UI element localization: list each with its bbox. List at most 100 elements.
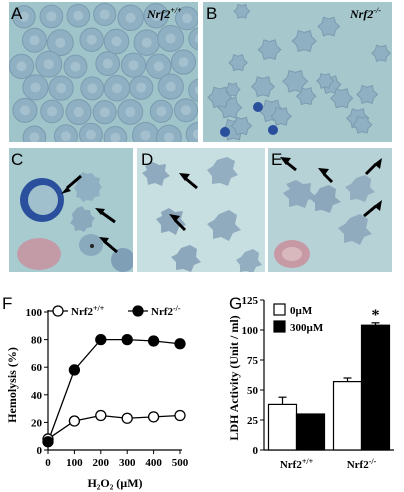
f-x-tick-label: 500 — [172, 457, 189, 469]
g-y-tick-label: 0 — [253, 445, 259, 457]
rbc-pallor — [178, 57, 189, 68]
rbc-pallor — [153, 61, 164, 72]
rbc-cell — [188, 27, 198, 51]
crenated-cell — [282, 69, 309, 93]
rbc-pallor — [194, 34, 198, 44]
micrograph-d-image — [137, 148, 265, 272]
f-data-point — [121, 333, 133, 346]
crenated-cell — [371, 44, 392, 62]
rbc-pallor — [73, 10, 84, 21]
f-data-point — [42, 436, 54, 448]
f-y-tick-label: 80 — [31, 335, 43, 347]
crenated-cell — [352, 115, 373, 134]
panel-label-f: F — [2, 294, 13, 313]
f-y-axis-label: Hemolysis (%) — [5, 347, 19, 423]
panel-label-c: C — [11, 150, 24, 169]
rbc-pallor — [102, 58, 113, 69]
micrograph-e-image — [268, 148, 392, 272]
f-x-tick-label: 300 — [119, 457, 136, 469]
g-y-tick-label: 100 — [242, 325, 259, 337]
f-legend-marker — [52, 305, 64, 317]
rbc-pallor — [85, 129, 96, 140]
rbc-pallor — [136, 82, 147, 93]
rbc-pallor — [86, 34, 97, 45]
rbc-pallor — [151, 10, 162, 21]
g-bar — [267, 403, 298, 451]
crenated-cell — [257, 39, 282, 61]
rbc-pallor — [99, 9, 110, 20]
g-legend-label: 0µM — [290, 305, 313, 317]
micrograph-panel-d — [137, 148, 265, 272]
ldh-bar-chart: 0 25 50 75 100 125 Nrf2+/+ * Nrf2-/- 0µM 300µM L… — [227, 295, 394, 471]
f-y-tick-label: 0 — [37, 445, 43, 457]
g-bar — [295, 413, 326, 451]
f-x-tick-label: 200 — [93, 457, 110, 469]
rbc-pallor — [46, 11, 57, 22]
f-x-tick-label: 400 — [145, 457, 162, 469]
rbc-cell — [188, 78, 198, 102]
f-data-point — [174, 409, 186, 422]
g-y-tick-label: 125 — [242, 295, 259, 307]
rbc-pallor — [110, 132, 121, 142]
rbc-pallor — [99, 107, 110, 118]
g-bar — [332, 380, 363, 451]
f-series-line-0 — [47, 414, 181, 440]
micrograph-a-image — [9, 2, 198, 142]
f-legend-label: Nrf2-/- — [151, 304, 181, 318]
f-data-point — [174, 338, 186, 350]
f-legend-label: Nrf2+/+ — [71, 304, 105, 318]
rbc-pallor — [111, 83, 122, 94]
panel-label-e: E — [271, 150, 283, 169]
rbc-pallor — [192, 129, 198, 140]
panel-label-b: B — [206, 4, 218, 23]
rbc-pallor — [29, 35, 40, 46]
hemolysis-line-chart: 0 20 40 60 80 100 0 100 200 300 400 500 Nrf2+/+ Nrf2… — [5, 304, 189, 490]
rbc-pallor — [56, 83, 67, 94]
g-y-tick-label: 75 — [247, 355, 259, 367]
crenated-cell — [270, 107, 292, 126]
f-y-tick-label: 40 — [31, 390, 43, 402]
panel-label-a: A — [11, 4, 23, 23]
stained-cell — [253, 102, 263, 112]
g-bar — [360, 324, 391, 451]
panel-a-genotype: Nrf2+/+ — [147, 6, 182, 21]
stained-cell — [220, 127, 230, 137]
crenated-cell — [250, 76, 276, 98]
crenated-cell — [291, 29, 317, 53]
crenated-cell — [329, 88, 354, 109]
rbc-pallor — [30, 82, 41, 93]
micrograph-panel-e — [268, 148, 392, 272]
g-category-label: Nrf2+/+ — [280, 457, 314, 471]
rbc-pallor — [194, 85, 198, 95]
rbc-pallor — [70, 61, 81, 72]
f-data-point — [121, 412, 133, 424]
rbc-pallor — [125, 12, 136, 23]
crenated-cell — [233, 3, 251, 19]
rbc-pallor — [19, 105, 30, 116]
g-y-tick-label: 50 — [247, 385, 259, 397]
g-significance-mark: * — [372, 307, 380, 324]
rbc-pallor — [128, 60, 139, 71]
rbc-pallor — [55, 37, 66, 48]
f-y-tick-label: 60 — [31, 362, 43, 374]
micrograph-panel-b — [203, 2, 392, 142]
g-legend-swatch — [273, 320, 286, 333]
micrograph-b-image — [203, 2, 392, 142]
f-series-line-1 — [47, 338, 181, 442]
f-x-tick-label: 0 — [45, 457, 51, 469]
rbc-pallor — [87, 83, 98, 94]
micrograph-panel-c — [9, 148, 133, 272]
f-data-point — [95, 333, 107, 346]
f-y-tick-label: 20 — [31, 417, 43, 429]
rbc-pallor — [125, 106, 136, 117]
f-data-point — [68, 364, 81, 376]
rbc-pallor — [180, 105, 191, 116]
rbc-pallor — [165, 81, 176, 92]
f-data-point — [147, 411, 160, 423]
rbc-pallor — [163, 132, 174, 142]
g-category-label: Nrf2-/- — [347, 457, 377, 471]
rbc-pallor — [165, 33, 176, 44]
rbc-pallor — [47, 106, 58, 117]
stained-cell — [268, 125, 278, 135]
crenated-cell — [230, 116, 253, 136]
